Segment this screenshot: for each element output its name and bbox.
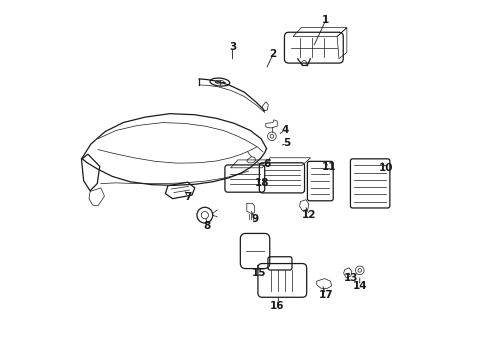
Text: 5: 5 [283,139,291,148]
Text: 1: 1 [322,15,329,26]
Text: 15: 15 [252,267,267,278]
Text: 9: 9 [251,215,258,224]
Text: 10: 10 [379,163,393,173]
Text: 16: 16 [270,301,285,311]
Text: 12: 12 [302,210,317,220]
Text: 6: 6 [263,159,270,169]
Text: 3: 3 [229,42,236,52]
Text: 4: 4 [281,125,289,135]
Text: 18: 18 [255,178,270,188]
Text: 2: 2 [270,49,276,59]
Text: 11: 11 [322,162,337,172]
Text: 17: 17 [318,290,333,300]
Text: 7: 7 [184,192,191,202]
Text: 14: 14 [352,281,367,291]
Text: 8: 8 [204,221,211,230]
Text: 13: 13 [343,273,358,283]
